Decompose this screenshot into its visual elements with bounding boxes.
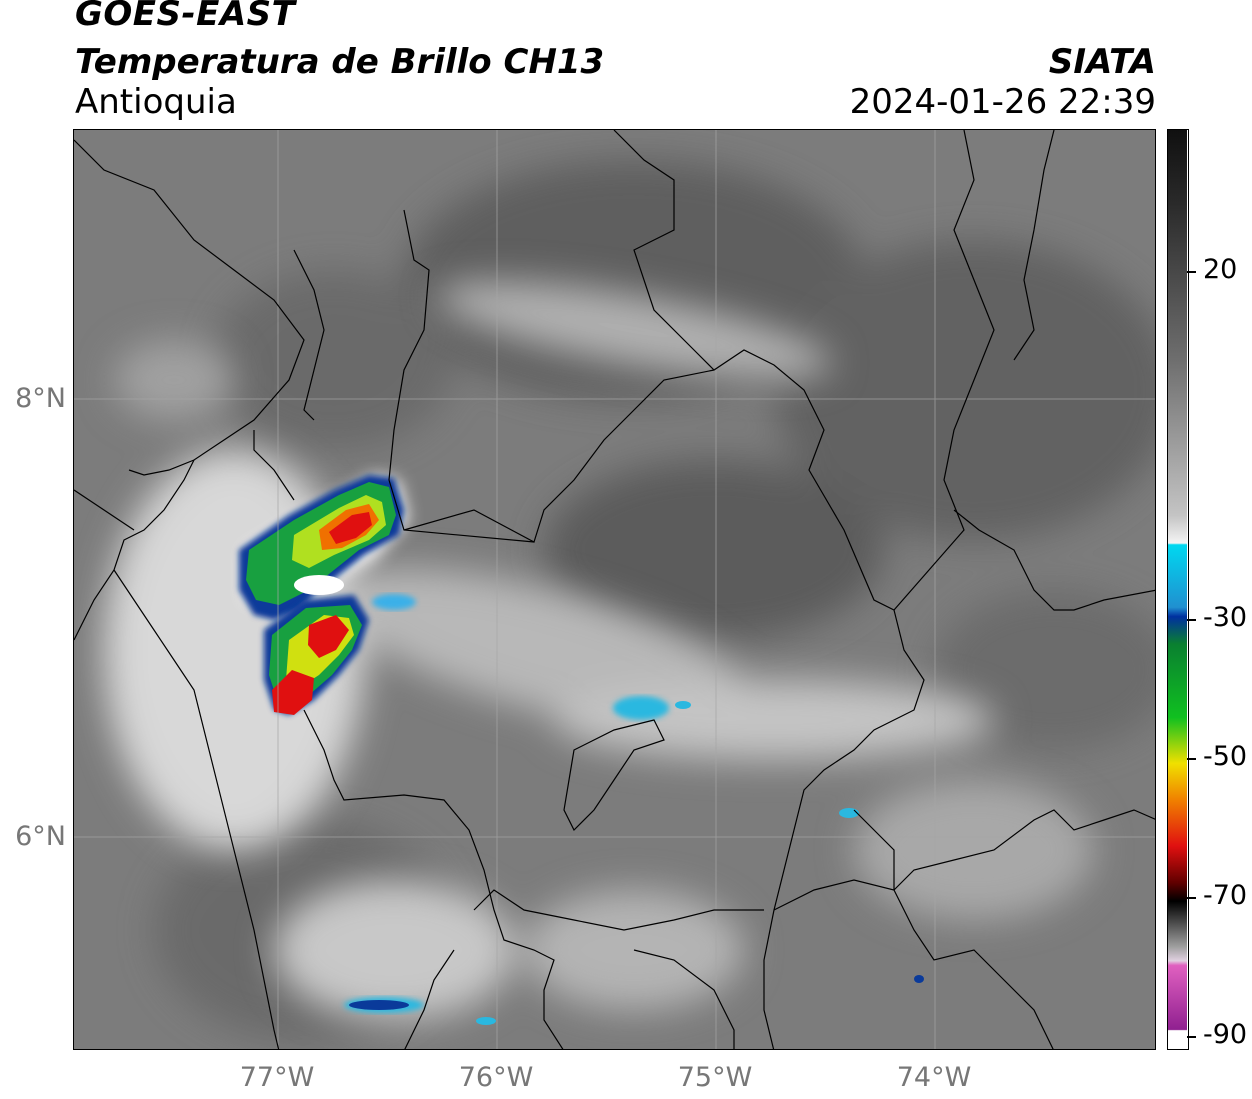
satellite-map[interactable] xyxy=(73,129,1156,1050)
colorbar-label-neg50: -50 xyxy=(1203,741,1248,772)
colorbar-gradient xyxy=(1168,130,1187,1048)
colorbar-label-neg90: -90 xyxy=(1203,1019,1248,1050)
agency-label: SIATA xyxy=(1048,42,1156,82)
lat-label-8n: 8°N xyxy=(15,383,66,414)
colorbar-tick-neg50 xyxy=(1187,758,1196,760)
lon-label-76w: 76°W xyxy=(458,1062,534,1093)
product-title: Temperatura de Brillo CH13 xyxy=(75,42,605,82)
colorbar-tick-neg90 xyxy=(1187,1036,1196,1038)
lat-label-6n: 6°N xyxy=(15,821,66,852)
colorbar-tick-neg30 xyxy=(1187,619,1196,621)
colorbar-label-20: 20 xyxy=(1203,254,1238,285)
lon-label-77w: 77°W xyxy=(239,1062,315,1093)
small-cold-clouds xyxy=(344,696,924,1025)
datetime-label: 2024-01-26 22:39 xyxy=(849,82,1156,122)
storm-complex xyxy=(239,475,416,715)
colorbar xyxy=(1167,129,1189,1050)
satellite-title: GOES-EAST xyxy=(75,0,296,34)
lon-label-75w: 75°W xyxy=(677,1062,753,1093)
graticule xyxy=(74,130,1155,1049)
colorbar-tick-20 xyxy=(1187,271,1196,273)
lon-label-74w: 74°W xyxy=(896,1062,972,1093)
map-canvas xyxy=(74,130,1155,1049)
colorbar-label-neg70: -70 xyxy=(1203,880,1248,911)
region-label: Antioquia xyxy=(75,82,237,122)
colorbar-tick-neg70 xyxy=(1187,897,1196,899)
colorbar-label-neg30: -30 xyxy=(1203,602,1248,633)
political-boundaries xyxy=(74,130,1155,1049)
